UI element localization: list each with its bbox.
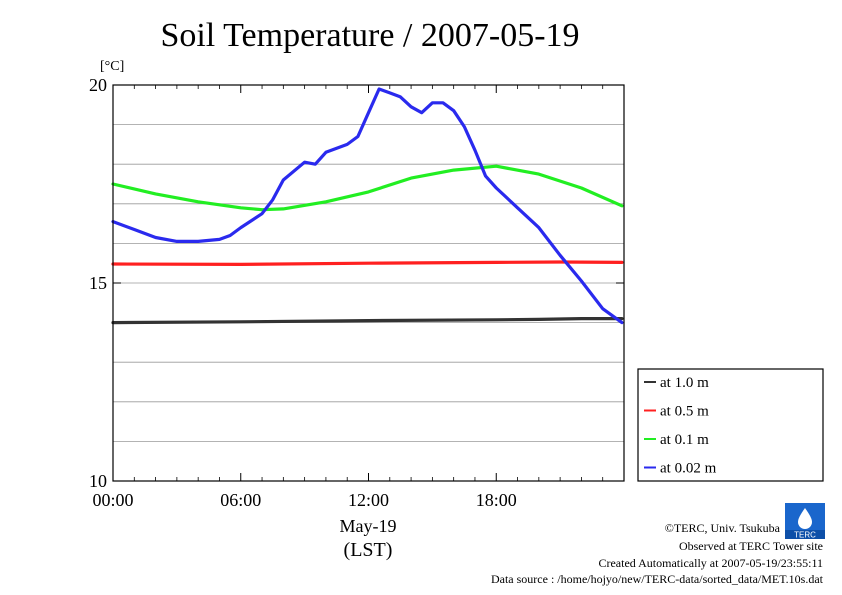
legend-label-3: at 0.02 m [660, 461, 717, 477]
series-line-0 [111, 317, 624, 325]
credit-line-1: Observed at TERC Tower site [679, 539, 823, 553]
legend-label-2: at 0.1 m [660, 432, 709, 448]
series-line-1 [111, 260, 624, 266]
x-tick-label-3: 18:00 [476, 490, 517, 510]
credit-line-3: Data source : /home/hojyo/new/TERC-data/… [491, 572, 824, 586]
timezone-label: (LST) [344, 539, 393, 561]
terc-logo-icon: TERC [785, 503, 825, 540]
x-tick-label-0: 00:00 [92, 490, 133, 510]
terc-logo: TERC [785, 503, 825, 540]
x-axis: 00:00 06:00 12:00 18:00 [92, 85, 604, 510]
y-axis: 10 15 20 [89, 75, 624, 491]
credit-line-2: Created Automatically at 2007-05-19/23:5… [598, 556, 823, 570]
date-label: May-19 [340, 516, 397, 536]
y-unit-label: [°C] [100, 59, 124, 74]
x-tick-label-1: 06:00 [220, 490, 261, 510]
svg-text:TERC: TERC [794, 531, 816, 540]
legend-label-0: at 1.0 m [660, 375, 709, 391]
series-line-3 [111, 87, 624, 325]
credits: ©TERC, Univ. Tsukuba Observed at TERC Tow… [491, 521, 824, 586]
legend-label-1: at 0.5 m [660, 404, 709, 420]
y-tick-label-1: 15 [89, 273, 107, 293]
credit-line-0: ©TERC, Univ. Tsukuba [665, 521, 781, 535]
legend: at 1.0 m at 0.5 m at 0.1 m at 0.02 m [637, 368, 824, 482]
x-tick-label-2: 12:00 [348, 490, 389, 510]
legend-box [637, 368, 824, 482]
y-tick-label-0: 10 [89, 471, 107, 491]
series-line-2 [111, 164, 624, 212]
y-tick-label-2: 20 [89, 75, 107, 95]
grid-lines [113, 124, 624, 442]
chart-title: Soil Temperature / 2007-05-19 [160, 17, 579, 54]
series-lines [111, 87, 624, 325]
